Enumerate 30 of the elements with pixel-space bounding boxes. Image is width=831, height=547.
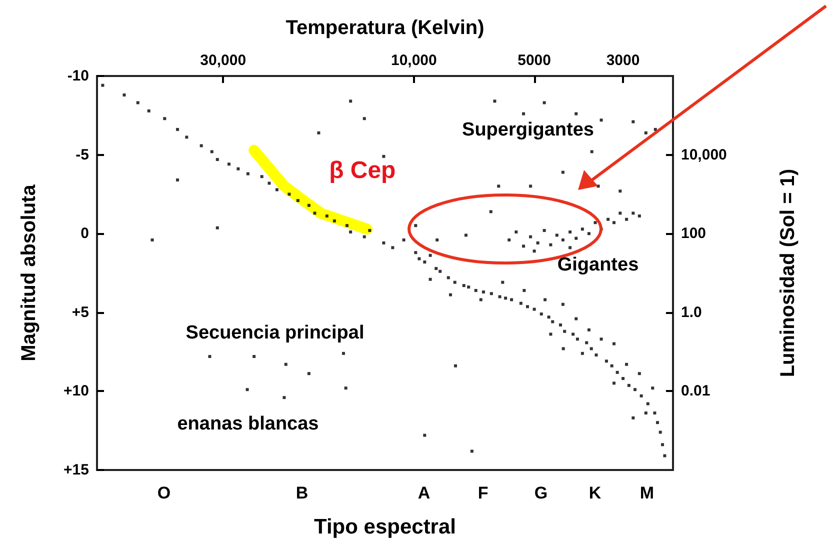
x-tick-label: 30,000 — [200, 52, 246, 69]
text: O — [157, 484, 171, 502]
y-tick-label: 10,000 — [681, 146, 727, 164]
x-tick-label: 3000 — [606, 52, 640, 69]
text: F — [478, 484, 488, 502]
x-tick-label: 5000 — [518, 52, 551, 69]
text: Tipo espectral — [314, 516, 456, 538]
y-tick-label: 100 — [681, 225, 706, 242]
y-tick-label: 1.0 — [681, 304, 702, 321]
text: B — [296, 484, 308, 502]
annotation: enanas blancas — [177, 414, 319, 434]
y2-tick-label: -10 — [67, 68, 89, 84]
text: K — [588, 484, 602, 502]
annotation: Supergigantes — [462, 120, 594, 140]
y2-tick-label: -5 — [76, 146, 89, 164]
x-axis-title: Temperatura (Kelvin) — [286, 17, 484, 39]
y2-axis-title: Magnitud absoluta — [18, 184, 40, 362]
y-tick-label: 0.01 — [681, 382, 710, 400]
text: A — [418, 484, 430, 502]
y2-tick-label: 0 — [80, 225, 89, 242]
y2-tick-label: +5 — [72, 304, 89, 321]
text: G — [534, 484, 548, 502]
y-axis-title: Luminosidad (Sol = 1) — [777, 168, 799, 378]
text: M — [640, 484, 654, 502]
annotation: Secuencia principal — [186, 322, 364, 344]
annotation: Gigantes — [557, 254, 639, 276]
series-label: β Cep — [329, 156, 396, 184]
y2-tick-label: +10 — [64, 382, 89, 400]
y2-tick-label: +15 — [64, 462, 89, 478]
x-tick-label: 10,000 — [390, 52, 437, 69]
